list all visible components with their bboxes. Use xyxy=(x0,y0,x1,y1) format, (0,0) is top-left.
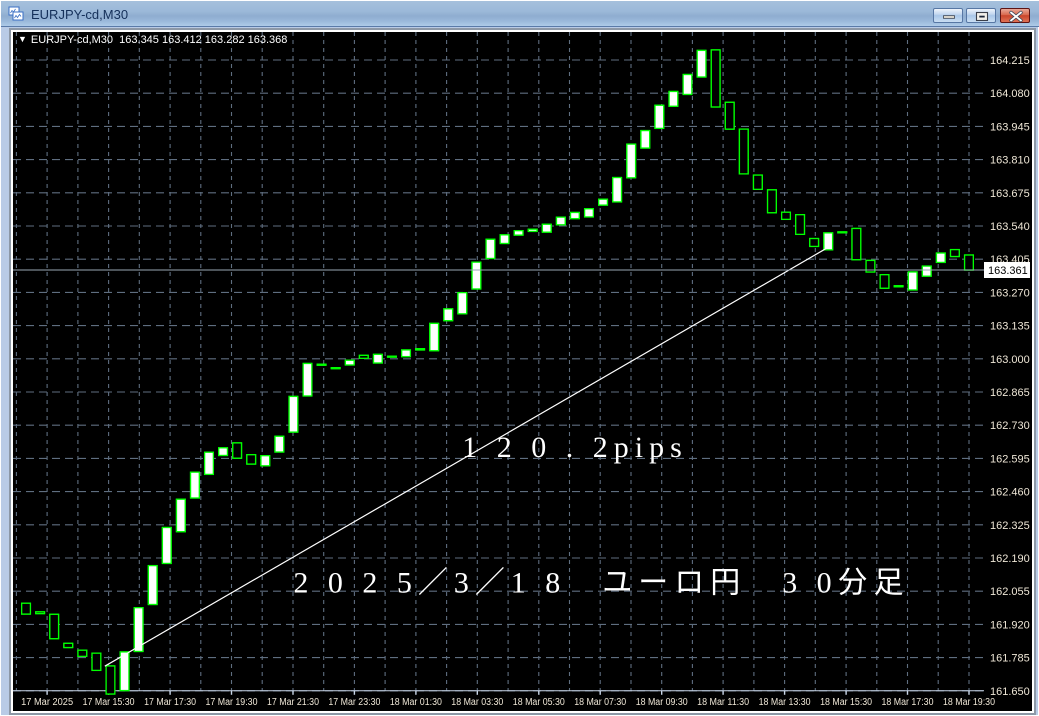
svg-text:17 Mar 15:30: 17 Mar 15:30 xyxy=(83,697,135,708)
svg-text:162.190: 162.190 xyxy=(990,553,1030,565)
svg-text:161.785: 161.785 xyxy=(990,653,1030,665)
svg-text:17 Mar 2025: 17 Mar 2025 xyxy=(21,697,73,708)
svg-text:18 Mar 13:30: 18 Mar 13:30 xyxy=(759,697,811,708)
svg-text:162.730: 162.730 xyxy=(990,420,1030,432)
svg-text:18 Mar 01:30: 18 Mar 01:30 xyxy=(390,697,442,708)
svg-text:161.650: 161.650 xyxy=(990,686,1030,698)
svg-text:162.460: 162.460 xyxy=(990,487,1030,499)
svg-text:164.080: 164.080 xyxy=(990,88,1030,100)
svg-text:163.675: 163.675 xyxy=(990,188,1030,200)
svg-text:162.595: 162.595 xyxy=(990,453,1030,465)
svg-text:18 Mar 05:30: 18 Mar 05:30 xyxy=(513,697,565,708)
svg-text:17 Mar 21:30: 17 Mar 21:30 xyxy=(267,697,319,708)
svg-text:163.810: 163.810 xyxy=(990,155,1030,167)
svg-text:163.270: 163.270 xyxy=(990,287,1030,299)
svg-text:18 Mar 11:30: 18 Mar 11:30 xyxy=(697,697,749,708)
svg-text:2 0 2 5／3／1 8 ユーロ円 3 0分足: 2 0 2 5／3／1 8 ユーロ円 3 0分足 xyxy=(293,566,909,599)
svg-text:163.361: 163.361 xyxy=(988,265,1028,277)
svg-text:163.135: 163.135 xyxy=(990,321,1030,333)
svg-text:18 Mar 19:30: 18 Mar 19:30 xyxy=(943,697,995,708)
svg-text:18 Mar 03:30: 18 Mar 03:30 xyxy=(451,697,503,708)
svg-text:18 Mar 17:30: 18 Mar 17:30 xyxy=(881,697,933,708)
svg-text:162.055: 162.055 xyxy=(990,586,1030,598)
svg-text:1 2 0 . 2pips: 1 2 0 . 2pips xyxy=(462,431,687,464)
svg-text:162.865: 162.865 xyxy=(990,387,1030,399)
svg-text:18 Mar 15:30: 18 Mar 15:30 xyxy=(820,697,872,708)
svg-text:18 Mar 09:30: 18 Mar 09:30 xyxy=(636,697,688,708)
svg-text:18 Mar 07:30: 18 Mar 07:30 xyxy=(574,697,626,708)
svg-text:163.945: 163.945 xyxy=(990,121,1030,133)
svg-text:163.540: 163.540 xyxy=(990,221,1030,233)
svg-text:17 Mar 19:30: 17 Mar 19:30 xyxy=(206,697,258,708)
svg-text:17 Mar 17:30: 17 Mar 17:30 xyxy=(144,697,196,708)
svg-text:161.920: 161.920 xyxy=(990,619,1030,631)
svg-text:162.325: 162.325 xyxy=(990,520,1030,532)
svg-text:163.000: 163.000 xyxy=(990,354,1030,366)
svg-text:17 Mar 23:30: 17 Mar 23:30 xyxy=(328,697,380,708)
svg-text:164.215: 164.215 xyxy=(990,55,1030,67)
